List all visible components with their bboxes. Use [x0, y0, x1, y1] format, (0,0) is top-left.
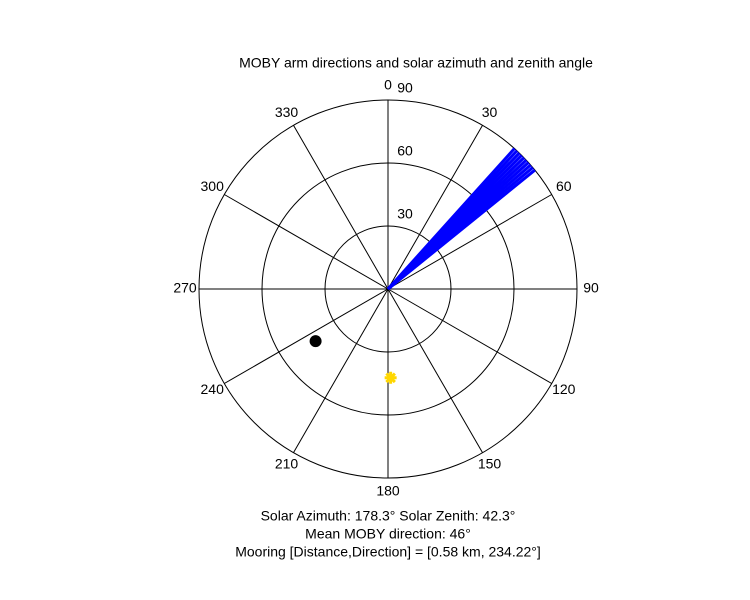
annotation: Mean MOBY direction: 46° [305, 526, 471, 542]
theta-tick-label: 180 [376, 483, 400, 499]
r-tick-label: 90 [397, 80, 413, 96]
theta-tick-label: 240 [201, 381, 225, 397]
theta-tick-label: 0 [384, 77, 392, 93]
theta-tick-label: 270 [173, 280, 197, 296]
theta-tick-label: 60 [556, 178, 572, 194]
r-tick-label: 60 [397, 143, 413, 159]
spoke [293, 125, 389, 290]
mooring-point [309, 335, 322, 348]
spoke [387, 194, 552, 290]
r-grid-circle [198, 99, 578, 479]
r-grid-circle [324, 225, 452, 353]
theta-tick-label: 30 [482, 104, 498, 120]
r-tick-label: 30 [397, 206, 413, 222]
r-grid-circle [261, 162, 515, 416]
spoke [224, 194, 389, 290]
annotation: Mooring [Distance,Direction] = [0.58 km,… [235, 544, 541, 560]
annotation: Solar Azimuth: 178.3° Solar Zenith: 42.3… [261, 508, 516, 524]
theta-tick-label: 120 [552, 381, 576, 397]
theta-tick-label: 300 [201, 178, 225, 194]
theta-tick-label: 330 [275, 104, 299, 120]
theta-tick-label: 150 [478, 456, 502, 472]
spoke [387, 288, 552, 384]
sun-point [384, 371, 397, 384]
arm-direction [387, 168, 536, 291]
theta-tick-label: 90 [583, 280, 599, 296]
chart-title: MOBY arm directions and solar azimuth an… [239, 55, 593, 71]
spoke [387, 125, 483, 290]
theta-tick-label: 210 [275, 456, 299, 472]
spoke [224, 288, 389, 384]
spoke [293, 288, 389, 453]
spoke [387, 288, 483, 453]
